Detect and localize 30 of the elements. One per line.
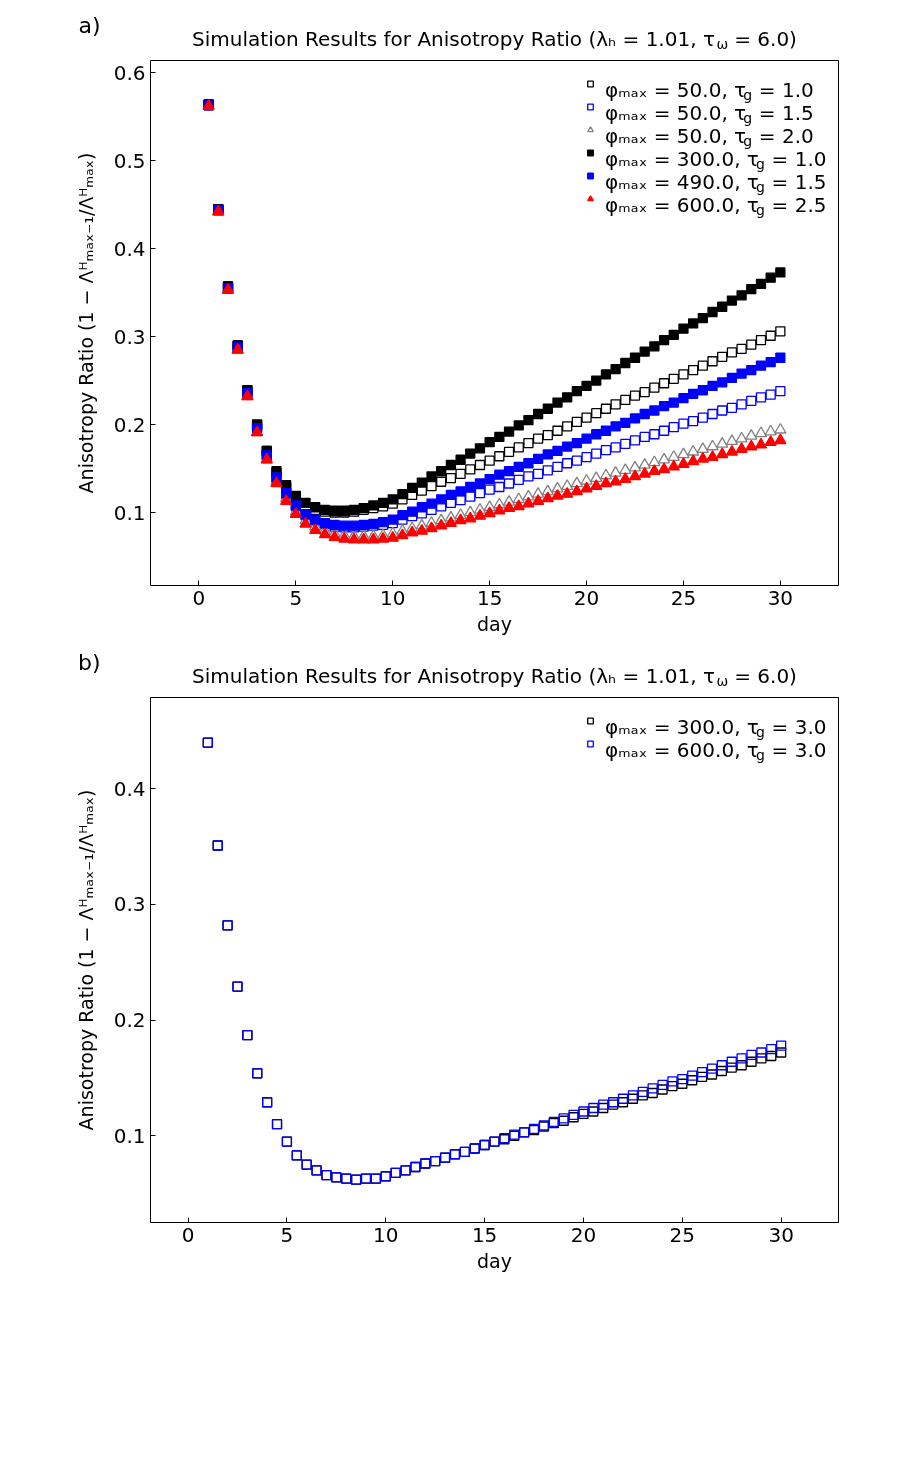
x-tick-label: 10 (373, 1222, 399, 1247)
x-axis-title: day (477, 612, 512, 635)
x-tick-label: 5 (289, 585, 303, 610)
y-tick-label: 0.1 (113, 1123, 146, 1148)
x-axis-title: day (477, 1249, 512, 1272)
x-tick-label: 5 (280, 1222, 294, 1247)
y-tick-label: 0.5 (113, 148, 146, 173)
x-tick-label: 15 (476, 585, 503, 610)
x-tick-label: 20 (573, 585, 600, 610)
x-tick-label: 10 (380, 585, 406, 610)
x-tick-label: 30 (768, 1222, 794, 1247)
y-tick-label: 0.4 (113, 236, 146, 261)
text: a) (78, 13, 101, 38)
x-tick-label: 20 (570, 1222, 597, 1247)
text: b) (77, 650, 101, 675)
y-tick-label: 0.2 (113, 1008, 146, 1033)
y-tick-label: 0.1 (113, 500, 146, 525)
y-tick-label: 0.3 (113, 324, 146, 349)
y-tick-label: 0.3 (113, 892, 146, 917)
y-axis-title: Anisotropy Ratio (1 − Λᴴₘₐₓ₋₁/Λᴴₘₐₓ) (74, 789, 97, 1131)
y-tick-label: 0.4 (113, 776, 146, 801)
x-tick-label: 25 (669, 1222, 696, 1247)
y-axis-title: Anisotropy Ratio (1 − Λᴴₘₐₓ₋₁/Λᴴₘₐₓ) (74, 152, 97, 494)
x-tick-label: 30 (767, 585, 794, 610)
x-tick-label: 15 (471, 1222, 498, 1247)
y-tick-label: 0.2 (113, 412, 146, 437)
y-tick-label: 0.6 (113, 60, 146, 85)
x-tick-label: 25 (670, 585, 697, 610)
x-tick-label: 0 (181, 1222, 195, 1247)
x-tick-label: 0 (192, 585, 206, 610)
